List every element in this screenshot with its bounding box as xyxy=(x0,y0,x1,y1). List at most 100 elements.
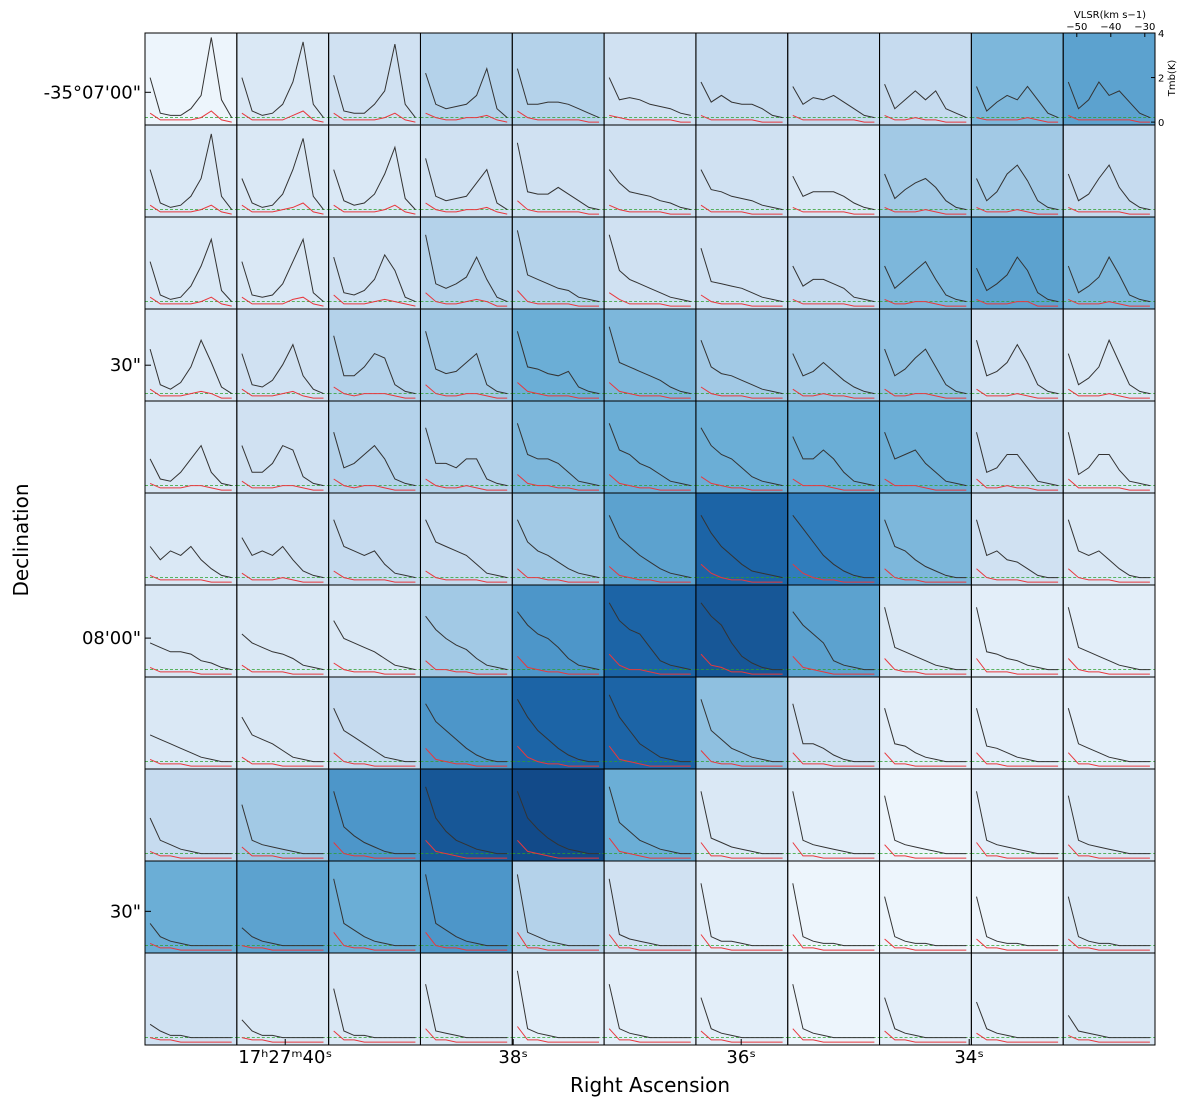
heat-cell xyxy=(1063,217,1156,310)
spectrum xyxy=(884,298,967,307)
spectrum xyxy=(976,340,1059,395)
heat-cell xyxy=(695,585,789,678)
heat-cell xyxy=(420,953,513,1046)
spectrum xyxy=(792,842,875,859)
heat-cell xyxy=(328,493,421,586)
spectrum xyxy=(149,545,232,579)
spectrum xyxy=(608,234,691,303)
heat-cell xyxy=(604,953,697,1046)
heat-cell xyxy=(971,861,1064,954)
spectrum xyxy=(792,563,875,583)
spectrum xyxy=(425,234,508,303)
spectrum xyxy=(425,874,508,947)
spectrum xyxy=(149,1037,232,1043)
heat-cell xyxy=(236,309,330,402)
spectrum xyxy=(884,607,967,671)
spectrum xyxy=(608,566,691,583)
spectrum xyxy=(425,570,508,583)
spectrum xyxy=(425,292,508,307)
spectrum xyxy=(608,292,691,307)
heat-cell xyxy=(145,309,238,402)
spectrum xyxy=(333,620,416,671)
heat-cell xyxy=(420,585,513,678)
heat-cell xyxy=(604,33,697,126)
spectrum xyxy=(884,432,967,487)
heat-cell xyxy=(236,861,330,954)
velocity-tick-label: −40 xyxy=(1100,22,1121,33)
heat-cell xyxy=(879,769,972,862)
spectrum xyxy=(609,204,691,215)
spectrum xyxy=(425,615,508,671)
spectrum xyxy=(700,699,783,763)
heat-cell xyxy=(328,677,421,770)
spectrum xyxy=(700,791,783,855)
spectrum xyxy=(149,133,233,210)
spectrum xyxy=(1067,164,1151,211)
heat-cell xyxy=(604,861,697,954)
spectrum xyxy=(792,611,875,671)
spectrum xyxy=(609,114,691,123)
spectrum xyxy=(517,382,599,399)
spectrum xyxy=(517,611,600,671)
spectrum xyxy=(884,844,967,859)
spectrum xyxy=(792,934,875,951)
spectrum xyxy=(517,200,599,215)
spectrum xyxy=(976,164,1059,211)
spectrum xyxy=(333,931,416,951)
y-axis-label: Declination xyxy=(9,483,33,596)
spectrum xyxy=(241,945,324,951)
x-tick-label: 36ˢ xyxy=(726,1047,756,1068)
spectrum xyxy=(608,837,691,859)
spectrum xyxy=(884,896,967,947)
heat-cell xyxy=(328,33,421,126)
spectrum xyxy=(241,138,324,210)
heat-cell xyxy=(879,677,972,770)
spectrum xyxy=(333,253,416,303)
spectrum xyxy=(333,294,416,307)
spectrum xyxy=(149,482,232,491)
velocity-tick-label: −30 xyxy=(1134,22,1155,33)
spectrum xyxy=(792,791,875,855)
spectrum xyxy=(608,602,691,671)
heat-cell xyxy=(604,309,697,402)
spectrum xyxy=(333,878,416,947)
spectrum xyxy=(976,85,1059,119)
heat-cell xyxy=(787,585,881,678)
spectrum xyxy=(149,666,232,675)
heat-cell xyxy=(695,217,789,310)
heat-cell xyxy=(971,769,1064,862)
heat-cell xyxy=(971,401,1064,494)
spectrum xyxy=(700,750,783,767)
heat-cell xyxy=(879,493,972,586)
spectrum xyxy=(884,348,967,395)
spectrum xyxy=(1067,607,1150,671)
heat-cell xyxy=(328,585,421,678)
spectrum xyxy=(149,758,232,767)
spectrum xyxy=(333,432,416,487)
heat-cell xyxy=(328,309,421,402)
spectrum xyxy=(700,427,783,487)
spectrum xyxy=(149,923,232,947)
y-tick-label: 30" xyxy=(110,901,141,922)
heat-cell xyxy=(604,585,697,678)
spectrum xyxy=(976,298,1059,307)
spectrum xyxy=(333,335,416,395)
heat-cell xyxy=(971,953,1064,1046)
heat-cell xyxy=(787,677,881,770)
spectrum xyxy=(976,1001,1059,1039)
heat-cell xyxy=(604,677,697,770)
spectrum xyxy=(425,384,508,399)
temperature-tick-label: 0 xyxy=(1158,118,1164,129)
spectrum xyxy=(792,436,875,487)
spectrum xyxy=(1067,896,1150,947)
heat-cell xyxy=(236,33,330,126)
spectrum xyxy=(517,568,599,583)
heat-cell xyxy=(236,769,330,862)
spectrum xyxy=(149,850,232,859)
spectrum xyxy=(884,568,967,583)
spectrum xyxy=(976,519,1059,579)
heat-cell xyxy=(971,309,1064,402)
spectrum xyxy=(884,173,967,211)
spectrum xyxy=(884,206,967,215)
heat-cell xyxy=(879,585,972,678)
